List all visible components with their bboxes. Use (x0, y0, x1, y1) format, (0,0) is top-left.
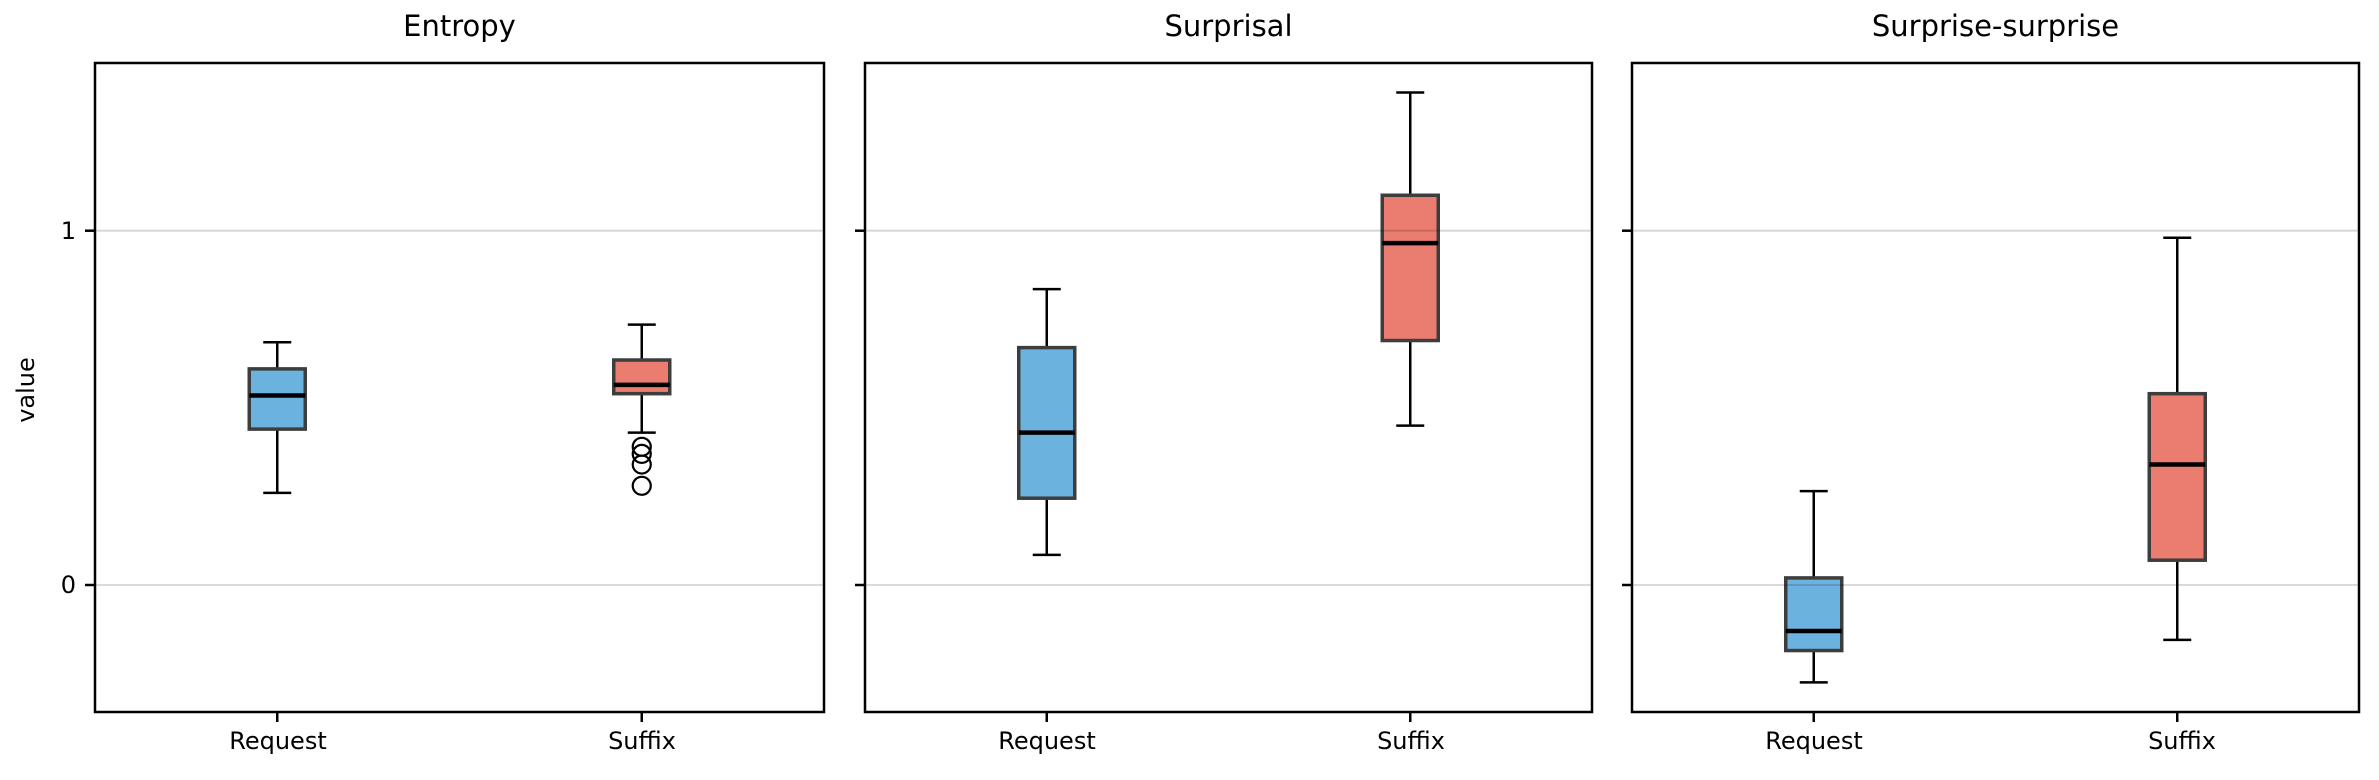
panel-spines (863, 61, 1594, 714)
x-tick-label: Suffix (1377, 727, 1445, 755)
outlier-point-suffix (631, 475, 652, 496)
outlier-point-suffix (631, 454, 652, 475)
x-tick-label: Request (998, 727, 1096, 755)
box-request (1784, 576, 1844, 653)
x-tick-label: Suffix (608, 727, 676, 755)
box-suffix (612, 358, 672, 396)
y-tick-label: 1 (60, 217, 76, 245)
y-tick-label: 0 (60, 571, 76, 599)
panel-title: Surprisal (1164, 9, 1293, 43)
box-suffix (2147, 391, 2207, 562)
panel-spines (1630, 61, 2361, 714)
panel-title: Surprise-surprise (1871, 9, 2120, 43)
box-request (247, 367, 307, 431)
x-tick-label: Request (1765, 727, 1863, 755)
outlier-point-suffix (631, 443, 652, 465)
box-request (1017, 345, 1077, 500)
panel-spines (93, 61, 826, 714)
box-suffix (1380, 193, 1440, 343)
y-axis-label: value (12, 357, 40, 423)
x-tick-label: Request (229, 727, 327, 755)
x-tick-label: Suffix (2148, 727, 2216, 755)
panel-title: Entropy (403, 9, 516, 43)
